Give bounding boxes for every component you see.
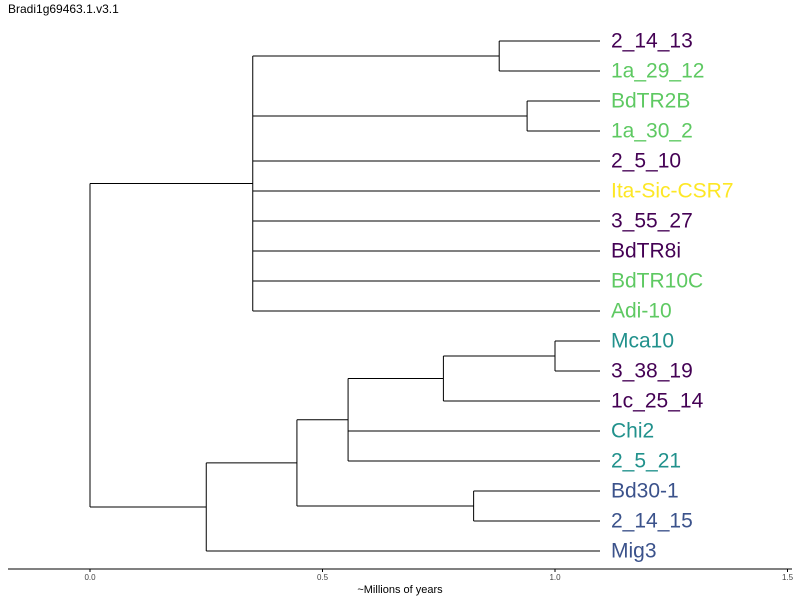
leaf-label: 3_55_27: [611, 210, 693, 233]
axis-tick-label: 0.5: [317, 573, 329, 582]
leaf-label: 1a_30_2: [611, 120, 693, 143]
leaf-label: 2_14_15: [611, 510, 693, 533]
x-axis: 0.0 0.5 1.0 1.5 ~Millions of years: [8, 568, 794, 596]
leaf-labels: 2_14_13 1a_29_12 BdTR2B 1a_30_2 2_5_10 Ita-Si…: [611, 30, 734, 563]
leaf-label: 2_5_10: [611, 150, 681, 173]
leaf-label: 2_14_13: [611, 30, 693, 53]
leaf-label: 1c_25_14: [611, 390, 704, 413]
leaf-label: 1a_29_12: [611, 60, 704, 83]
leaf-label: Chi2: [611, 420, 654, 443]
leaf-label: Adi-10: [611, 300, 672, 323]
leaf-label: Bd30-1: [611, 480, 679, 503]
leaf-label: BdTR2B: [611, 90, 690, 113]
leaf-label: Mca10: [611, 330, 674, 353]
leaf-label: Mig3: [611, 540, 657, 563]
leaf-label: 2_5_21: [611, 450, 681, 473]
leaf-label: 3_38_19: [611, 360, 693, 383]
axis-label: ~Millions of years: [357, 584, 443, 596]
axis-tick-label: 1.5: [782, 573, 794, 582]
leaf-label: BdTR8i: [611, 240, 681, 263]
figure-title: Bradi1g69463.1.v3.1: [8, 2, 119, 16]
axis-ticks: 0.0 0.5 1.0 1.5: [84, 569, 794, 582]
tree-branches: [89, 40, 600, 552]
leaf-label: BdTR10C: [611, 270, 703, 293]
axis-tick-label: 0.0: [84, 573, 96, 582]
leaf-label: Ita-Sic-CSR7: [611, 180, 734, 203]
axis-tick-label: 1.0: [549, 573, 561, 582]
